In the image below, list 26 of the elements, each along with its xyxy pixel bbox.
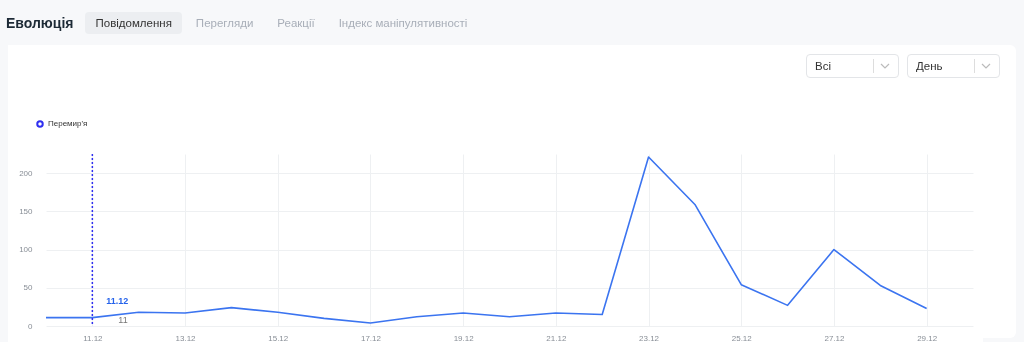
annotation: 11 [118,314,128,325]
annotation: 11.12 [106,295,129,306]
x-tick-label: 21.12 [546,333,567,342]
text: День [916,60,943,72]
y-tick-label: 100 [19,245,34,255]
x-tick-label: 25.12 [731,333,753,342]
x-tick-label: 13.12 [175,333,197,342]
x-tick-label: 27.12 [824,333,845,342]
y-tick-label: 0 [28,321,34,331]
text: Індекс маніпулятивності [337,16,469,31]
text: Реакції [276,16,316,31]
text: Перегляди [194,16,255,31]
text: Повідомлення [85,12,182,34]
y-tick-label: 150 [19,206,34,216]
x-tick-label: 19.12 [453,333,475,342]
text: Всі [815,60,831,72]
x-tick-label: 29.12 [917,333,938,342]
y-tick-label: 200 [19,168,34,178]
x-tick-label: 11.12 [83,333,104,342]
x-tick-label: 15.12 [268,333,289,342]
legend-label: Перемир'я [48,119,88,128]
x-tick-label: 17.12 [360,333,382,342]
line-series [45,156,928,324]
x-tick-label: 23.12 [639,333,660,342]
y-tick-label: 50 [23,283,34,293]
chart-title: Еволюція [6,15,74,31]
